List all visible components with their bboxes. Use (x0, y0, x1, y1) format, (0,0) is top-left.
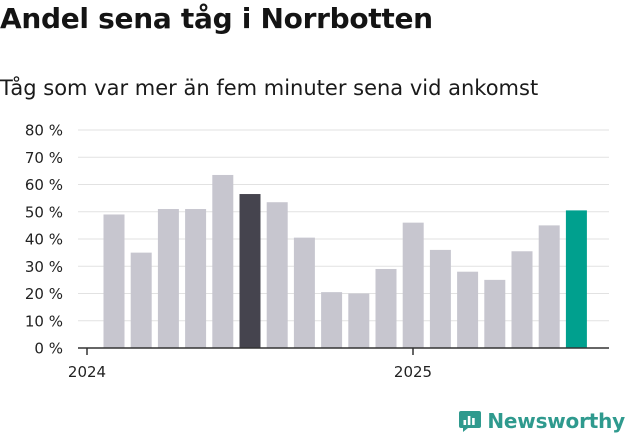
brand-name: Newsworthy (487, 409, 625, 433)
brand-logo: Newsworthy (458, 409, 625, 433)
chart-title: Andel sena tåg i Norrbotten (0, 2, 433, 35)
bar (103, 214, 125, 348)
y-tick-label: 0 % (34, 340, 63, 358)
bar (457, 271, 479, 348)
chart-subtitle: Tåg som var mer än fem minuter sena vid … (0, 76, 539, 100)
x-tick-label: 2025 (394, 363, 432, 381)
bar (511, 251, 533, 348)
bar (239, 194, 261, 348)
bar (402, 222, 424, 348)
bar (266, 202, 288, 348)
bar (185, 209, 207, 348)
bar (538, 225, 560, 348)
newsworthy-chart-icon (459, 411, 482, 432)
y-tick-label: 70 % (25, 149, 63, 167)
bar (429, 249, 451, 348)
bar (484, 279, 506, 348)
y-tick-label: 50 % (25, 203, 63, 221)
bar (157, 209, 179, 348)
y-tick-label: 30 % (25, 258, 63, 276)
x-tick-label: 2024 (68, 363, 106, 381)
bar (375, 268, 397, 348)
y-tick-label: 60 % (25, 176, 63, 194)
bar (321, 292, 343, 348)
bar (130, 252, 152, 348)
bar (212, 174, 234, 348)
bar (565, 210, 587, 348)
y-tick-label: 80 % (25, 122, 63, 140)
y-tick-label: 10 % (25, 312, 63, 330)
y-tick-label: 40 % (25, 231, 63, 249)
bar (293, 237, 315, 348)
y-tick-label: 20 % (25, 285, 63, 303)
bar (348, 293, 370, 348)
